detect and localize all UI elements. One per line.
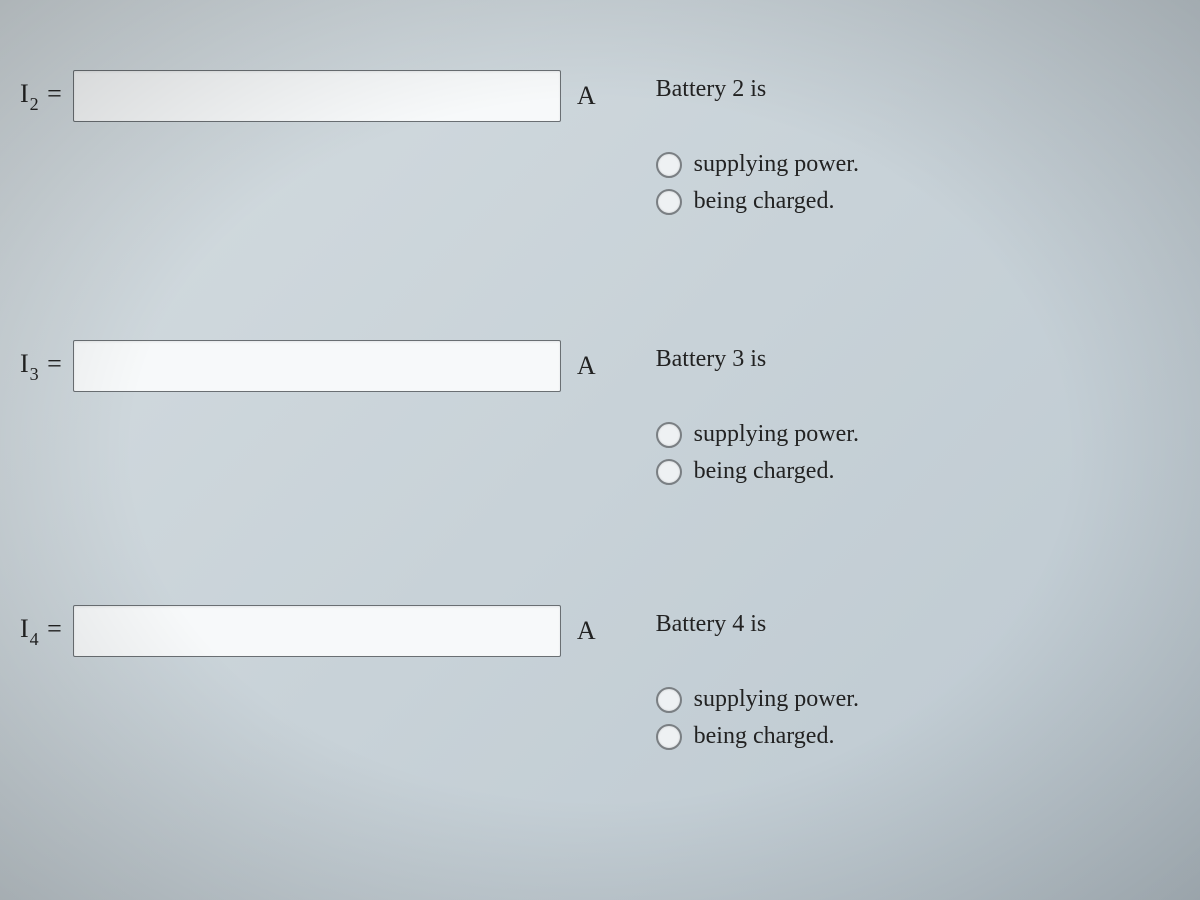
battery2-option-charged[interactable]: being charged.	[656, 188, 859, 215]
unit-label: A	[577, 616, 596, 646]
question-row-i2: I2 = A Battery 2 is supplying power. bei…	[20, 70, 1160, 225]
current-i2-input[interactable]	[73, 70, 561, 122]
variable-label-i4: I4 =	[20, 614, 63, 648]
battery2-option-supplying[interactable]: supplying power.	[656, 151, 859, 178]
radio-icon[interactable]	[656, 459, 682, 485]
radio-icon[interactable]	[656, 687, 682, 713]
radio-icon[interactable]	[656, 152, 682, 178]
current-input-block: I3 = A	[20, 340, 596, 392]
variable-label-i2: I2 =	[20, 79, 63, 113]
battery3-prompt: Battery 3 is	[656, 346, 859, 373]
question-row-i4: I4 = A Battery 4 is supplying power. bei…	[20, 605, 1160, 760]
var-subscript: 4	[30, 629, 40, 649]
radio-icon[interactable]	[656, 189, 682, 215]
unit-label: A	[577, 351, 596, 381]
option-label: supplying power.	[694, 421, 859, 448]
battery3-option-charged[interactable]: being charged.	[656, 458, 859, 485]
option-label: being charged.	[694, 458, 835, 485]
var-base: I	[20, 349, 30, 378]
var-base: I	[20, 79, 30, 108]
equals-sign: =	[40, 349, 63, 378]
option-label: supplying power.	[694, 151, 859, 178]
var-subscript: 2	[30, 94, 40, 114]
variable-label-i3: I3 =	[20, 349, 63, 383]
battery4-question: Battery 4 is supplying power. being char…	[656, 605, 859, 760]
radio-icon[interactable]	[656, 724, 682, 750]
current-input-block: I4 = A	[20, 605, 596, 657]
battery3-question: Battery 3 is supplying power. being char…	[656, 340, 859, 495]
current-i3-input[interactable]	[73, 340, 561, 392]
radio-icon[interactable]	[656, 422, 682, 448]
battery2-question: Battery 2 is supplying power. being char…	[656, 70, 859, 225]
battery4-option-charged[interactable]: being charged.	[656, 723, 859, 750]
battery2-prompt: Battery 2 is	[656, 76, 859, 103]
unit-label: A	[577, 81, 596, 111]
option-label: being charged.	[694, 723, 835, 750]
option-label: being charged.	[694, 188, 835, 215]
current-i4-input[interactable]	[73, 605, 561, 657]
var-subscript: 3	[30, 364, 40, 384]
current-input-block: I2 = A	[20, 70, 596, 122]
equals-sign: =	[40, 79, 63, 108]
battery3-option-supplying[interactable]: supplying power.	[656, 421, 859, 448]
var-base: I	[20, 614, 30, 643]
equals-sign: =	[40, 614, 63, 643]
option-label: supplying power.	[694, 686, 859, 713]
battery4-prompt: Battery 4 is	[656, 611, 859, 638]
battery4-option-supplying[interactable]: supplying power.	[656, 686, 859, 713]
question-row-i3: I3 = A Battery 3 is supplying power. bei…	[20, 340, 1160, 495]
